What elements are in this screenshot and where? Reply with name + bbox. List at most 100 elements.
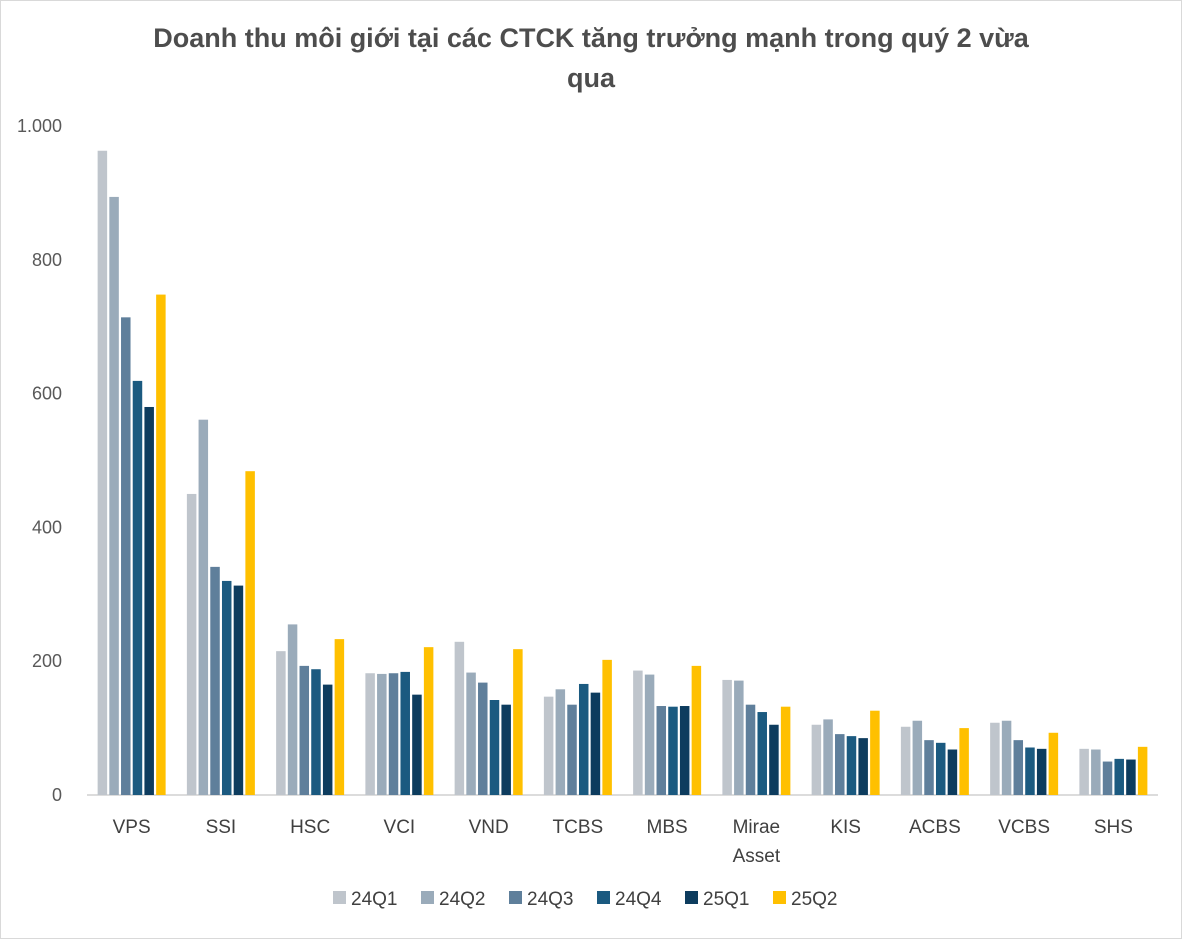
bar-24q1-vcbs <box>990 722 1000 795</box>
bar-24q4-vnd <box>489 700 500 795</box>
bar-25q1-vcbs <box>1036 748 1047 795</box>
bar-24q3-kis <box>835 734 845 795</box>
y-tick-label: 0 <box>52 785 62 805</box>
bar-24q4-ssi <box>221 580 232 795</box>
bar-24q4-mirae-asset <box>757 712 767 795</box>
bar-24q2-vcbs <box>1001 720 1012 795</box>
x-tick-label: SSI <box>206 817 237 838</box>
bar-24q4-acbs <box>935 742 946 795</box>
x-tick-label-line: SHS <box>1094 817 1133 838</box>
x-tick-label-line: VND <box>469 817 509 838</box>
legend-swatch-24q1 <box>333 891 346 904</box>
bar-24q2-kis <box>823 719 833 795</box>
bar-24q4-hsc <box>311 669 321 795</box>
x-tick-label-line: KIS <box>830 817 861 838</box>
y-tick-label: 800 <box>32 250 62 270</box>
x-tick-label: HSC <box>290 817 330 838</box>
bar-24q3-hsc <box>299 665 310 795</box>
x-tick-label-line: MBS <box>647 817 688 838</box>
y-tick-label: 400 <box>32 517 62 537</box>
x-tick-label-line: Mirae <box>733 817 781 838</box>
x-tick-label: Mirae Asset <box>733 817 781 867</box>
bar-24q1-tcbs <box>543 696 554 795</box>
legend-swatch-24q2 <box>421 891 434 904</box>
bar-24q1-mbs <box>633 670 643 795</box>
bar-25q1-ssi <box>233 585 244 795</box>
bar-25q1-hsc <box>322 684 333 795</box>
x-tick-label-line: HSC <box>290 817 330 838</box>
bar-24q4-vcbs <box>1025 747 1035 795</box>
bar-24q3-shs <box>1102 761 1113 795</box>
bar-25q1-mirae-asset <box>769 724 779 795</box>
legend-swatch-24q3 <box>509 891 522 904</box>
bar-24q2-mirae-asset <box>734 680 744 795</box>
bar-25q2-mirae-asset <box>780 706 791 795</box>
bar-25q2-hsc <box>334 639 345 795</box>
legend-label-24q1: 24Q1 <box>351 889 397 910</box>
legend-label-25q1: 25Q1 <box>703 889 749 910</box>
x-tick-label: MBS <box>647 817 688 838</box>
bar-24q3-vci <box>388 673 399 795</box>
bar-25q1-kis <box>858 738 868 795</box>
bar-25q2-mbs <box>691 665 702 795</box>
bar-24q1-acbs <box>900 726 911 795</box>
bar-24q1-ssi <box>186 493 197 795</box>
bar-24q4-mbs <box>668 706 678 795</box>
bar-24q3-vps <box>121 317 131 795</box>
bar-24q4-kis <box>846 736 857 795</box>
bar-25q2-vnd <box>513 649 523 795</box>
x-tick-label: VND <box>469 817 509 838</box>
bar-25q1-vci <box>412 694 422 795</box>
x-tick-label: VCI <box>384 817 416 838</box>
bar-24q1-mirae-asset <box>722 679 732 795</box>
bar-24q2-ssi <box>198 419 209 795</box>
bar-24q3-acbs <box>924 740 934 795</box>
bar-24q3-mbs <box>656 706 667 795</box>
x-tick-label: KIS <box>830 817 861 838</box>
bar-25q2-vci <box>423 647 434 795</box>
legend-label-24q3: 24Q3 <box>527 889 573 910</box>
x-tick-label: TCBS <box>553 817 604 838</box>
chart-title-line-2: qua <box>566 63 615 93</box>
bar-25q2-shs <box>1137 746 1148 795</box>
bar-24q1-vnd <box>454 641 465 795</box>
x-tick-label: ACBS <box>909 817 961 838</box>
bar-25q2-kis <box>870 710 880 795</box>
bar-24q1-vps <box>97 150 108 795</box>
bar-24q2-vps <box>109 196 119 795</box>
bar-24q1-hsc <box>276 651 286 795</box>
x-tick-label: SHS <box>1094 817 1133 838</box>
bar-25q2-tcbs <box>602 659 612 795</box>
bar-24q2-mbs <box>644 674 655 795</box>
legend-label-24q4: 24Q4 <box>615 889 662 910</box>
x-tick-label-line: SSI <box>206 817 237 838</box>
legend-swatch-25q1 <box>685 891 698 904</box>
bar-25q2-acbs <box>959 728 969 795</box>
bar-24q2-vci <box>377 673 387 795</box>
bar-24q2-vnd <box>466 672 476 795</box>
chart-title-line-1: Doanh thu môi giới tại các CTCK tăng trư… <box>153 23 1029 53</box>
bar-24q1-shs <box>1079 748 1089 795</box>
bar-25q1-tcbs <box>590 692 601 795</box>
y-tick-label: 200 <box>32 651 62 671</box>
bar-25q1-vnd <box>501 704 511 795</box>
bar-25q2-vps <box>156 294 166 795</box>
bar-24q2-shs <box>1091 749 1101 795</box>
bar-24q3-vnd <box>478 682 488 795</box>
legend-label-24q2: 24Q2 <box>439 889 485 910</box>
bar-24q1-kis <box>811 724 822 795</box>
bar-24q4-tcbs <box>578 683 589 795</box>
x-tick-label-line: VPS <box>113 817 151 838</box>
bar-24q4-vci <box>400 671 410 795</box>
x-tick-label-line: ACBS <box>909 817 961 838</box>
x-tick-label: VCBS <box>998 817 1050 838</box>
bar-24q2-tcbs <box>555 689 566 795</box>
bar-25q1-shs <box>1126 759 1136 795</box>
x-tick-label-line: Asset <box>733 846 781 867</box>
y-tick-label: 1.000 <box>17 116 62 136</box>
bar-24q3-mirae-asset <box>745 704 756 795</box>
legend-swatch-24q4 <box>597 891 610 904</box>
x-tick-label-line: VCI <box>384 817 416 838</box>
bar-25q1-acbs <box>947 749 958 795</box>
